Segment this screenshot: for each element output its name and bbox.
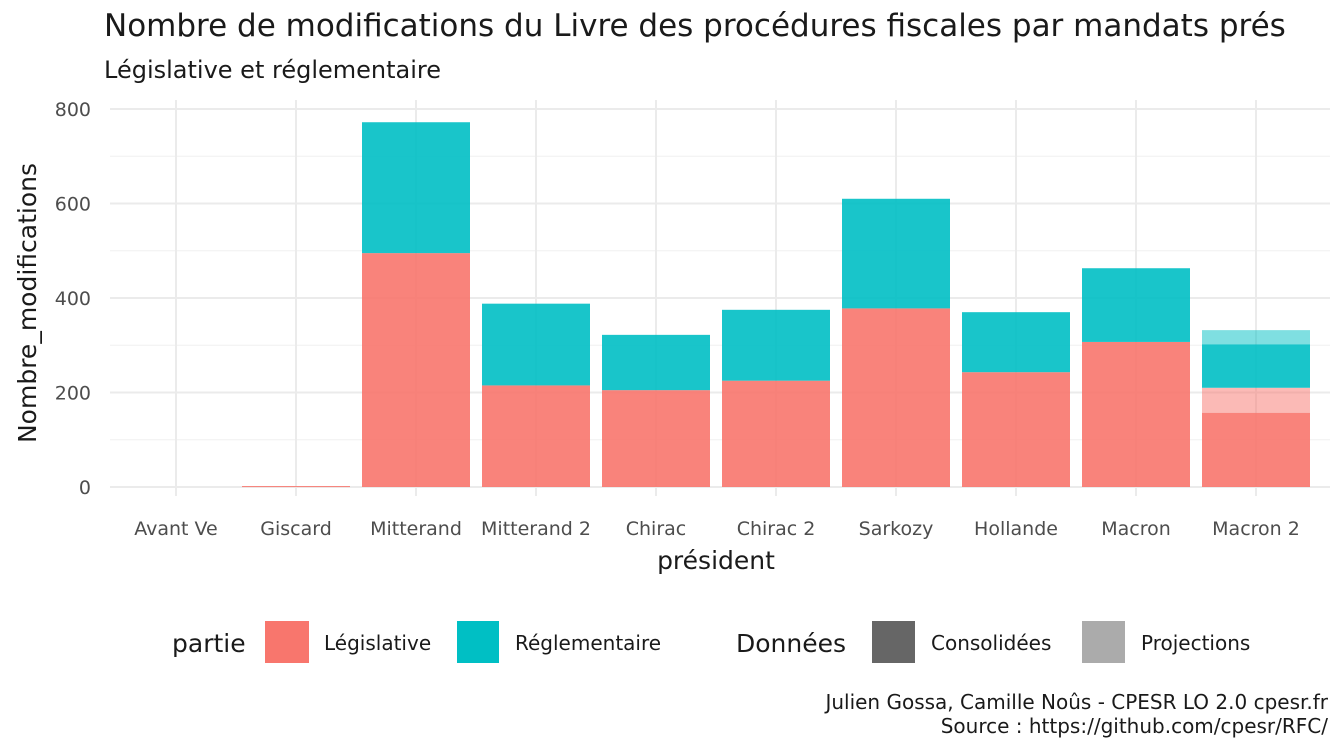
bar-lgislative-consolides (1082, 341, 1190, 487)
y-tick-label: 400 (55, 288, 91, 310)
x-tick-label: Chirac 2 (737, 518, 816, 540)
legend-label-legislative: Législative (324, 631, 431, 655)
legend-title-partie: partie (172, 629, 246, 658)
bar-lgislative-consolides (722, 380, 830, 487)
bar-rglementaire-consolides (842, 198, 950, 309)
x-tick-label: Mitterand 2 (481, 518, 591, 540)
y-axis-title: Nombre_modifications (13, 163, 42, 443)
y-tick-label: 600 (55, 194, 91, 216)
legend-label-projections: Projections (1141, 631, 1250, 655)
x-tick-label: Macron (1101, 518, 1171, 540)
x-axis-title: président (657, 546, 775, 575)
bar-lgislative-consolides (242, 486, 350, 488)
y-tick-label: 0 (79, 477, 91, 499)
caption-source: Source : https://github.com/cpesr/RFC/ (940, 714, 1328, 738)
chart-title: Nombre de modifications du Livre des pro… (104, 8, 1286, 44)
bar-rglementaire-consolides (362, 122, 470, 254)
caption-credits: Julien Gossa, Camille Noûs - CPESR LO 2.… (825, 690, 1328, 714)
legend-key-reglementaire (457, 621, 499, 663)
bar-lgislative-consolides (1202, 412, 1310, 487)
bar-lgislative-consolides (842, 308, 950, 487)
legend-key-projections (1082, 621, 1125, 663)
bar-rglementaire-consolides (482, 303, 590, 386)
bar-rglementaire-consolides (1202, 344, 1310, 388)
bar-lgislative-consolides (962, 372, 1070, 487)
chart-subtitle: Législative et réglementaire (104, 56, 441, 84)
legend-title-donnees: Données (736, 629, 846, 658)
bar-lgislative-consolides (482, 385, 590, 487)
legend-key-consolidees (872, 621, 915, 663)
bar-lgislative-consolides (362, 253, 470, 487)
bar-lgislative-consolides (602, 390, 710, 487)
x-tick-label: Chirac (626, 518, 687, 540)
x-tick-label: Sarkozy (859, 518, 934, 540)
legend-key-legislative (265, 621, 309, 663)
x-tick-label: Giscard (260, 518, 332, 540)
bar-rglementaire-consolides (1082, 268, 1190, 342)
x-tick-label: Hollande (974, 518, 1058, 540)
legend-label-consolidees: Consolidées (931, 631, 1051, 655)
y-tick-label: 800 (55, 99, 91, 121)
x-tick-label: Avant Ve (134, 518, 218, 540)
bar-rglementaire-consolides (722, 309, 830, 381)
bar-lgislative-projections (1202, 387, 1310, 413)
bar-rglementaire-consolides (962, 312, 1070, 373)
legend-label-reglementaire: Réglementaire (515, 631, 661, 655)
y-tick-label: 200 (55, 383, 91, 405)
x-tick-label: Macron 2 (1212, 518, 1300, 540)
bar-rglementaire-projections (1202, 330, 1310, 345)
x-tick-label: Mitterand (370, 518, 462, 540)
bar-rglementaire-consolides (602, 334, 710, 391)
